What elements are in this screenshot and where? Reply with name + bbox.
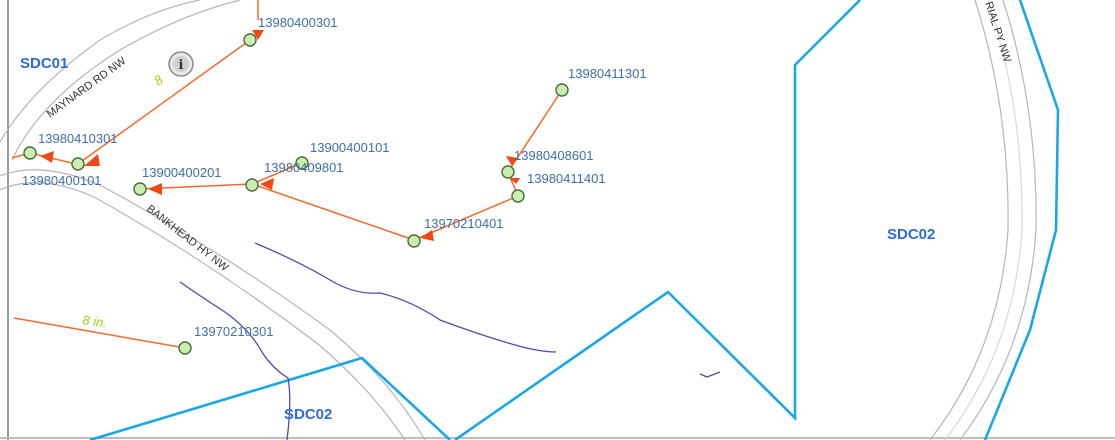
manhole-node[interactable]: [243, 33, 257, 47]
maynard-road-edge-inner: [11, 0, 241, 161]
pipe-size-label: 8 in.: [82, 312, 108, 330]
zone-boundary-sdc02-east: [983, 0, 1060, 440]
node-labels: 13980400301 13980411301 13980410301 1390…: [22, 15, 647, 339]
node-label: 13980410301: [38, 131, 118, 146]
stream-north: [254, 242, 557, 353]
flow-arrow: [260, 178, 274, 190]
node-label: 13980411301: [568, 66, 647, 81]
node-label: 13980408601: [514, 148, 594, 163]
node-label: 13970210401: [424, 216, 504, 231]
pipe-400301-400101: [77, 39, 251, 165]
memorial-road-centerline: [944, 0, 1023, 440]
manhole-node[interactable]: [295, 156, 309, 170]
manhole-node[interactable]: [23, 146, 37, 160]
zone-boundary-sdc02-west: [454, 0, 861, 440]
pipe-size-label: 8: [151, 72, 166, 89]
pipes: [11, 0, 563, 349]
streams: [179, 242, 721, 440]
flow-arrow: [510, 178, 520, 184]
nodes[interactable]: [23, 33, 569, 355]
manhole-node[interactable]: [555, 83, 569, 97]
info-icon[interactable]: i: [168, 51, 194, 77]
zone-label-sdc02: SDC02: [887, 226, 935, 243]
node-label: 13900400101: [310, 140, 390, 155]
bankhead-road-edge-top: [0, 169, 426, 440]
node-label: 13980400301: [258, 15, 338, 30]
road-label-memorial: RIAL PY NW: [982, 0, 1013, 64]
pipe-210401-400201: [251, 183, 415, 241]
node-label: 13980411401: [527, 171, 606, 186]
roads: [0, 0, 1037, 440]
flow-arrow: [252, 30, 264, 40]
node-label: 13900400201: [142, 165, 222, 180]
zone-boundary-sdc02-south: [89, 356, 451, 440]
manhole-node[interactable]: [511, 189, 525, 203]
manhole-node[interactable]: [178, 341, 192, 355]
pipe-409801-400201: [251, 162, 303, 185]
maynard-road-edge-outer: [0, 0, 201, 143]
road-label-bankhead: BANKHEAD HY NW: [144, 203, 231, 274]
manhole-node[interactable]: [407, 234, 421, 248]
flow-arrows: [40, 30, 520, 241]
manhole-node[interactable]: [245, 178, 259, 192]
bankhead-road-edge-bottom: [0, 182, 406, 440]
memorial-road-edge-outer: [959, 0, 1037, 440]
manhole-node[interactable]: [133, 182, 147, 196]
node-label: 13980400101: [22, 173, 102, 188]
flow-arrow: [40, 151, 54, 163]
stream-south: [179, 281, 291, 440]
node-label: 13980409801: [264, 160, 344, 175]
flow-arrow: [506, 156, 518, 166]
flow-arrow: [84, 154, 100, 166]
zone-label-sdc02: SDC02: [284, 406, 332, 423]
pipe-210301-west: [13, 317, 186, 349]
manhole-node[interactable]: [501, 165, 515, 179]
node-label: 13970210301: [194, 324, 274, 339]
stream-fragment: [699, 371, 721, 378]
pipe-400101-410301: [29, 152, 77, 165]
manhole-node[interactable]: [71, 157, 85, 171]
zone-boundaries: [89, 0, 1060, 440]
zone-label-sdc01: SDC01: [20, 55, 68, 72]
memorial-road-edge-inner: [929, 0, 1009, 440]
svg-text:i: i: [179, 58, 184, 73]
flow-arrow: [420, 230, 434, 241]
flow-arrow: [148, 183, 162, 195]
